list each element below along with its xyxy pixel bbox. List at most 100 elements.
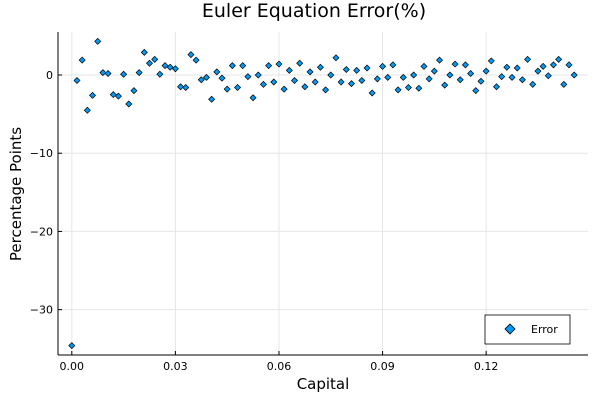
data-point	[161, 62, 169, 70]
x-tick-label: 0.06	[267, 360, 292, 373]
data-point	[425, 75, 433, 83]
data-point	[265, 62, 273, 70]
data-point	[415, 84, 423, 92]
data-point	[130, 87, 138, 95]
data-point	[254, 71, 262, 79]
data-point	[83, 106, 91, 114]
data-point	[322, 86, 330, 94]
data-point	[78, 56, 86, 64]
y-tick-label: −30	[30, 304, 53, 317]
data-point	[208, 95, 216, 103]
x-axis-label: Capital	[297, 375, 350, 393]
x-grid	[71, 32, 487, 355]
data-point	[285, 66, 293, 74]
data-point	[244, 73, 252, 81]
data-point	[213, 68, 221, 76]
data-point	[291, 76, 299, 84]
data-point	[549, 61, 557, 69]
legend-box	[484, 314, 571, 345]
data-point	[166, 63, 174, 71]
data-point	[441, 81, 449, 89]
data-point	[544, 72, 552, 80]
x-tick-label: 0.03	[163, 360, 188, 373]
data-point	[259, 80, 267, 88]
data-point	[140, 48, 148, 56]
data-point	[68, 342, 76, 350]
data-point	[456, 76, 464, 84]
data-point	[327, 71, 335, 79]
data-point	[316, 63, 324, 71]
data-point	[379, 62, 387, 70]
data-point	[524, 55, 532, 63]
data-point	[555, 55, 563, 63]
data-point	[280, 85, 288, 93]
data-point	[389, 61, 397, 69]
data-point	[493, 83, 500, 91]
data-point	[311, 78, 319, 86]
data-point	[342, 66, 350, 74]
data-point	[146, 59, 153, 67]
data-point	[94, 37, 102, 45]
legend: Error	[484, 314, 571, 345]
data-point	[228, 62, 236, 70]
x-tick-label: 0.12	[474, 360, 499, 373]
data-point	[187, 51, 195, 59]
y-tick-label: −20	[30, 225, 53, 238]
data-point	[446, 71, 454, 79]
data-point	[270, 78, 278, 86]
data-point	[534, 67, 542, 75]
data-point	[89, 91, 97, 99]
data-point	[275, 60, 283, 68]
y-axis-label: Percentage Points	[7, 127, 25, 261]
data-point	[565, 61, 573, 69]
data-point	[337, 78, 345, 86]
data-point	[202, 73, 210, 81]
data-point	[404, 84, 412, 92]
data-point	[218, 74, 226, 82]
data-point	[353, 66, 361, 74]
data-point	[182, 84, 190, 92]
data-point	[472, 87, 480, 95]
data-point	[482, 67, 490, 75]
y-grid	[58, 74, 588, 311]
chart-title: Euler Equation Error(%)	[202, 0, 426, 22]
data-point	[120, 70, 128, 78]
data-point	[114, 92, 122, 100]
data-point	[503, 63, 511, 71]
y-tick-label: 0	[46, 69, 53, 82]
data-point	[384, 73, 392, 81]
data-point	[358, 76, 366, 84]
data-point	[430, 67, 438, 75]
data-point	[467, 69, 475, 77]
data-point	[363, 64, 371, 72]
data-point	[570, 71, 578, 79]
data-points	[68, 37, 578, 350]
data-point	[223, 85, 231, 93]
data-point	[436, 56, 444, 64]
data-point	[239, 62, 247, 70]
data-point	[156, 70, 164, 78]
data-point	[529, 80, 537, 88]
data-point	[461, 61, 469, 69]
data-point	[197, 76, 205, 84]
data-point	[135, 69, 143, 77]
data-point	[125, 100, 133, 108]
data-point	[99, 69, 107, 77]
data-point	[518, 76, 526, 84]
data-point	[368, 89, 376, 97]
data-point	[249, 94, 257, 102]
legend-marker	[504, 323, 516, 335]
data-point	[560, 80, 568, 88]
data-point	[513, 64, 521, 72]
plot-frame	[57, 32, 588, 356]
x-ticks: 0.00 0.03 0.06 0.09 0.12	[60, 351, 499, 373]
data-point	[394, 86, 402, 94]
data-point	[451, 60, 459, 68]
data-point	[104, 69, 112, 77]
y-ticks: −30 −20 −10 0	[30, 69, 62, 317]
data-point	[347, 80, 355, 88]
data-point	[477, 77, 485, 85]
data-point	[73, 76, 81, 84]
x-tick-label: 0.09	[370, 360, 395, 373]
